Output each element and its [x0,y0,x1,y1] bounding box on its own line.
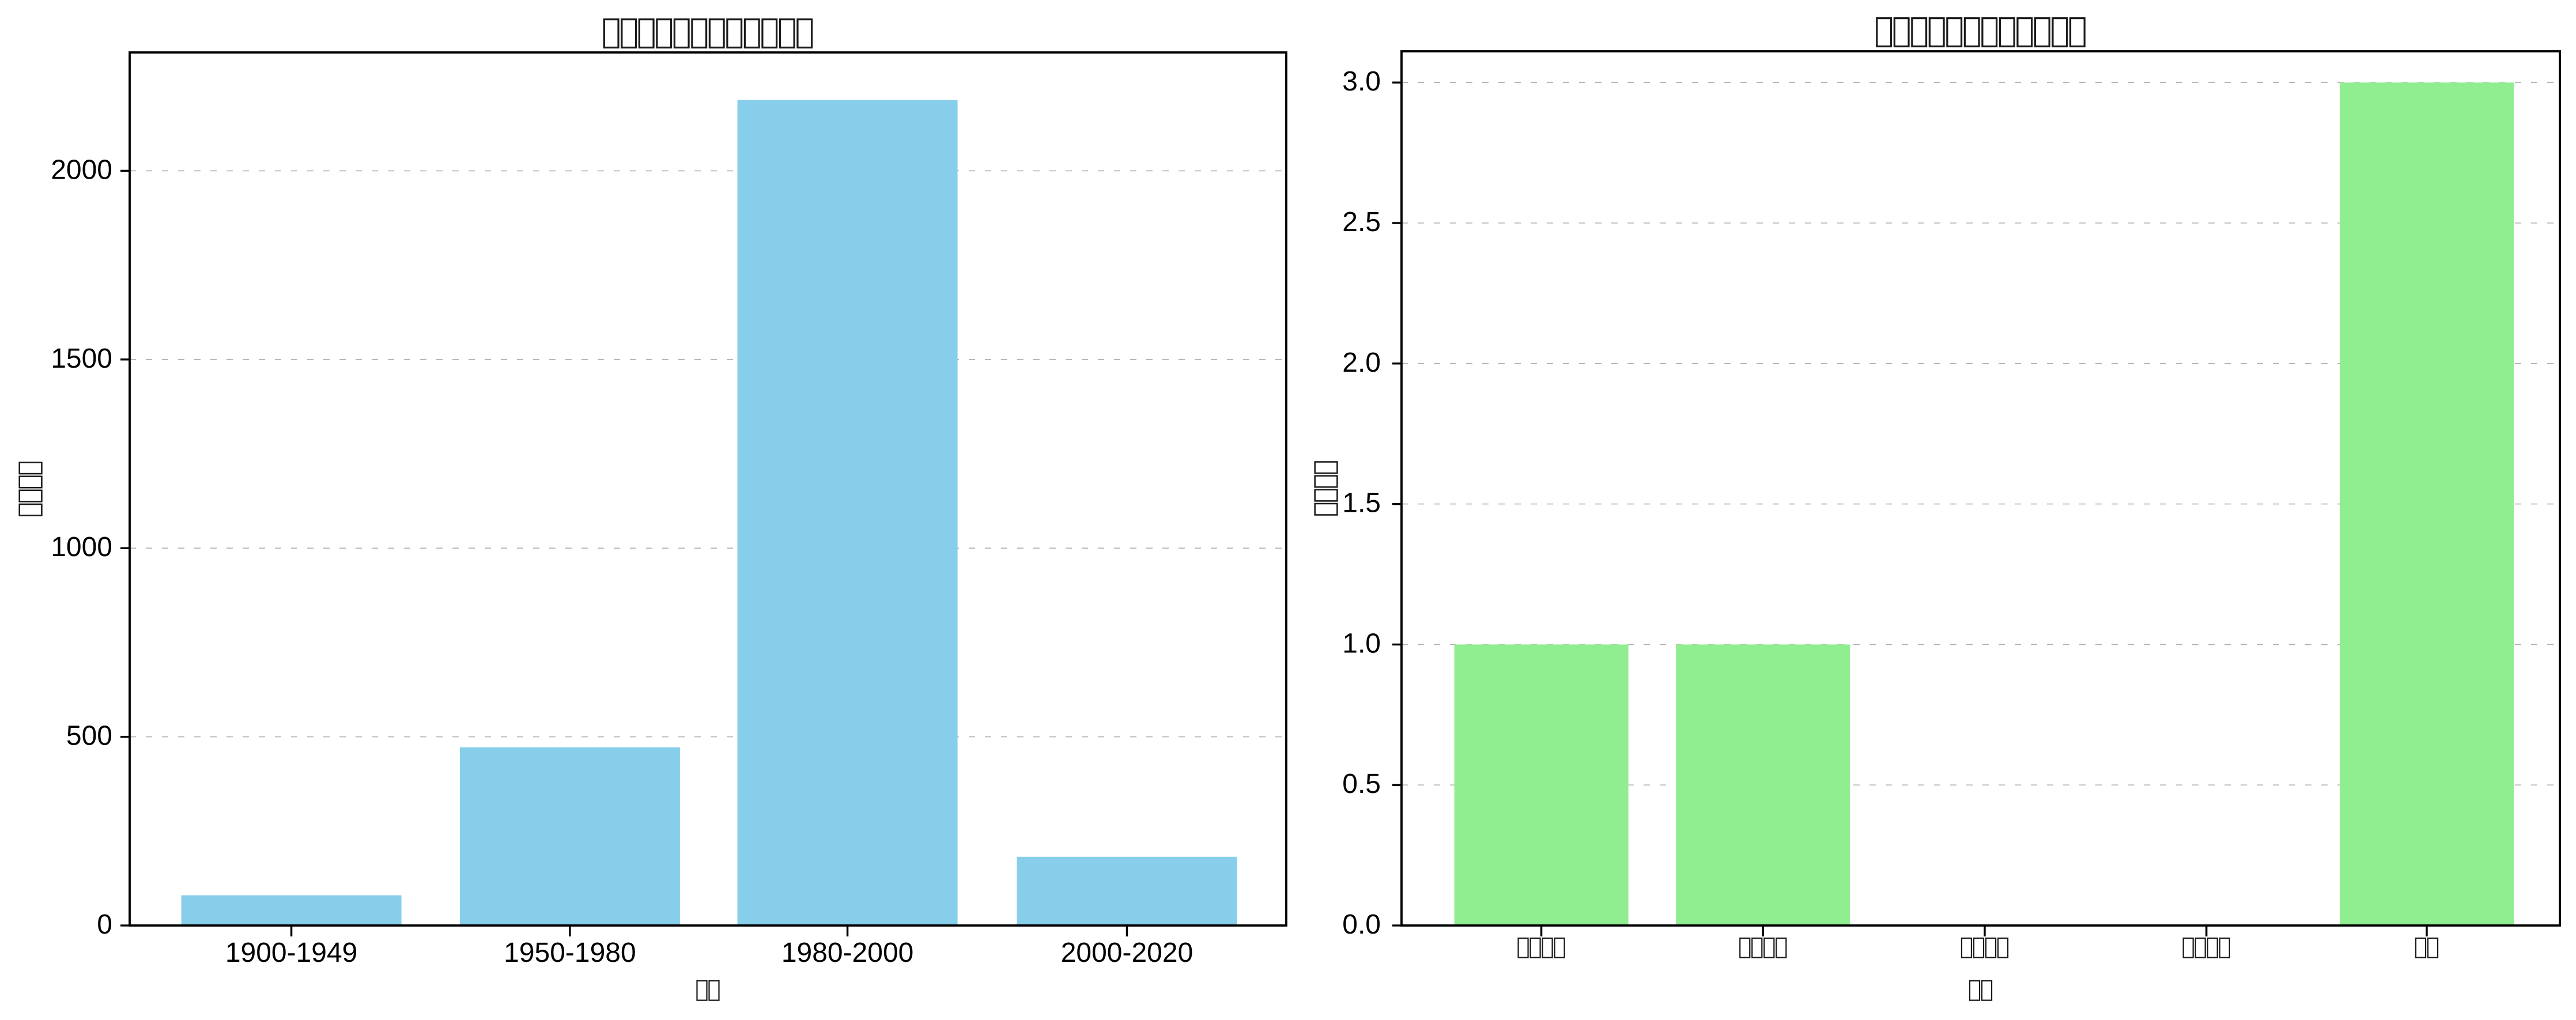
svg-text:0.0: 0.0 [1342,909,1381,940]
svg-text:1500: 1500 [51,343,112,374]
svg-text:0: 0 [97,909,112,940]
svg-text:1.5: 1.5 [1342,488,1381,519]
svg-text:3.0: 3.0 [1342,66,1381,97]
svg-text:1950-1980: 1950-1980 [504,938,636,968]
svg-text:1000: 1000 [51,532,112,562]
svg-text:0.5: 0.5 [1342,769,1381,799]
svg-text:1980-2000: 1980-2000 [781,938,914,968]
svg-text:500: 500 [66,721,112,751]
svg-text:2.0: 2.0 [1342,347,1381,378]
svg-text:2000: 2000 [51,154,112,185]
svg-text:1900-1949: 1900-1949 [225,938,358,968]
svg-text:2000-2020: 2000-2020 [1061,938,1193,968]
svg-text:2.5: 2.5 [1342,207,1381,237]
svg-text:1.0: 1.0 [1342,628,1381,659]
